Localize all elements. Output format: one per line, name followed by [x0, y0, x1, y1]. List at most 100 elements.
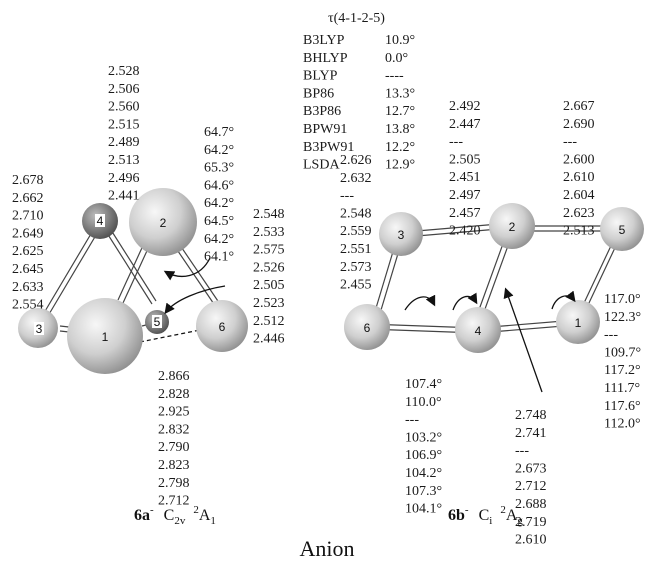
- atom-label-6a-1: 1: [102, 330, 109, 344]
- atom-label-box: [152, 315, 162, 328]
- value-6b-angle1-5: 111.7°: [604, 381, 640, 396]
- value-6b-angle1-1: 122.3°: [604, 310, 641, 325]
- value-6b-angle1-7: 112.0°: [604, 417, 641, 432]
- value-6a-bond24-5: 2.513: [108, 153, 140, 168]
- atom-6a-6: [196, 300, 248, 352]
- value-6a-bond24-2: 2.560: [108, 100, 140, 115]
- value-6b-bond24-3: 2.673: [515, 461, 547, 476]
- atom-label-6b-2: 2: [509, 220, 516, 234]
- tau-method-3: BP86: [303, 86, 334, 101]
- molecule-6b: 3 2 5 6 4 1: [344, 203, 644, 393]
- caption-6a: 6a- C2v2A1: [134, 504, 216, 527]
- value-6b-bond24-4: 2.712: [515, 479, 547, 494]
- value-6a-angle-0: 64.7°: [204, 125, 234, 140]
- value-6a-bond26-7: 2.446: [253, 332, 285, 347]
- atom-label-box: [34, 322, 44, 335]
- value-6a-bond16-3: 2.832: [158, 422, 190, 437]
- data-columns: 2.528 2.506 2.560 2.515 2.489 2.513 2.496 2.441…: [12, 33, 641, 548]
- value-6a-angle-5: 64.5°: [204, 214, 234, 229]
- bond-arrow-6b: [503, 287, 543, 393]
- value-6a-bond16-2: 2.925: [158, 405, 190, 420]
- atom-6b-2: [489, 203, 535, 249]
- value-6a-bond16-4: 2.790: [158, 440, 190, 455]
- atom-label-6a-3: 3: [36, 322, 43, 336]
- value-6b-bond23-5: 2.497: [449, 188, 481, 203]
- tau-method-4: B3P86: [303, 104, 341, 119]
- value-6b-bond23-7: 2.420: [449, 224, 481, 239]
- torsion-arrow-6a: [164, 285, 226, 315]
- value-6a-bond34-4: 2.625: [12, 244, 44, 259]
- tau-value-3: 13.3°: [385, 86, 415, 101]
- value-6a-bond26-6: 2.512: [253, 314, 285, 329]
- value-6b-bond36-2: ---: [340, 189, 354, 204]
- value-6a-bond16-7: 2.712: [158, 494, 190, 509]
- atom-6b-3: [379, 212, 423, 256]
- tau-method-5: BPW91: [303, 122, 347, 137]
- value-6b-angle6-1: 110.0°: [405, 395, 442, 410]
- value-6a-bond24-3: 2.515: [108, 117, 140, 132]
- value-6b-bond24-6: 2.719: [515, 515, 547, 530]
- value-6b-angle1-2: ---: [604, 328, 618, 343]
- value-6a-bond34-0: 2.678: [12, 173, 44, 188]
- value-6a-bond26-1: 2.533: [253, 225, 285, 240]
- value-6b-bond25-0: 2.667: [563, 99, 595, 114]
- value-6a-bond16-1: 2.828: [158, 387, 190, 402]
- molecule-6a: 3 4 2 5 6 1: [18, 188, 248, 374]
- value-6b-bond36-0: 2.626: [340, 153, 372, 168]
- value-6b-angle6-7: 104.1°: [405, 502, 442, 517]
- value-6b-bond24-1: 2.741: [515, 426, 547, 441]
- value-6b-bond36-4: 2.559: [340, 224, 372, 239]
- atom-6a-1: [67, 298, 143, 374]
- value-6b-bond36-5: 2.551: [340, 242, 372, 257]
- atom-label-box: [95, 214, 105, 227]
- value-6a-bond24-6: 2.496: [108, 171, 140, 186]
- atom-6a-2: [129, 188, 197, 256]
- value-6a-bond24-4: 2.489: [108, 135, 140, 150]
- tau-method-0: B3LYP: [303, 33, 345, 48]
- tau-method-6: B3PW91: [303, 140, 354, 155]
- value-6b-angle1-6: 117.6°: [604, 399, 641, 414]
- atom-label-6b-1: 1: [575, 316, 582, 330]
- atom-label-6b-5: 5: [619, 223, 626, 237]
- tau-method-2: BLYP: [303, 69, 338, 84]
- value-6b-bond25-1: 2.690: [563, 117, 595, 132]
- value-6a-bond24-0: 2.528: [108, 64, 140, 79]
- value-6a-bond34-3: 2.649: [12, 226, 44, 241]
- value-6a-angle-3: 64.6°: [204, 178, 234, 193]
- value-6b-bond36-3: 2.548: [340, 206, 372, 221]
- angle-arrow-6a: [163, 257, 211, 281]
- figure-title: Anion: [300, 536, 355, 561]
- value-6b-angle1-4: 117.2°: [604, 363, 641, 378]
- value-6b-angle6-2: ---: [405, 413, 419, 428]
- angle-arrow-6b-4: [452, 292, 478, 311]
- value-6b-bond24-2: ---: [515, 444, 529, 459]
- atom-label-6a-2: 2: [160, 216, 167, 230]
- tau-value-4: 12.7°: [385, 104, 415, 119]
- value-6b-bond24-5: 2.688: [515, 497, 547, 512]
- value-6b-bond36-6: 2.573: [340, 260, 372, 275]
- value-6b-bond25-2: ---: [563, 135, 577, 150]
- value-6b-bond23-4: 2.451: [449, 170, 481, 185]
- atom-6b-1: [556, 300, 600, 344]
- value-6a-angle-4: 64.2°: [204, 196, 234, 211]
- value-6a-bond34-1: 2.662: [12, 191, 44, 206]
- angle-arrow-6b-1: [551, 290, 576, 310]
- value-6a-angle-6: 64.2°: [204, 232, 234, 247]
- value-6b-angle6-6: 107.3°: [405, 484, 442, 499]
- value-6b-angle6-5: 104.2°: [405, 466, 442, 481]
- value-6a-bond34-7: 2.554: [12, 298, 44, 313]
- caption-6b: 6b- Ci2Ag: [448, 504, 523, 527]
- value-6b-bond23-2: ---: [449, 135, 463, 150]
- tau-value-7: 12.9°: [385, 158, 415, 173]
- tau-method-1: BHLYP: [303, 51, 348, 66]
- value-6a-bond34-5: 2.645: [12, 262, 44, 277]
- value-6b-angle6-3: 103.2°: [405, 430, 442, 445]
- value-6b-bond25-3: 2.600: [563, 152, 595, 167]
- value-6b-bond23-3: 2.505: [449, 152, 481, 167]
- value-6b-angle6-0: 107.4°: [405, 377, 442, 392]
- atom-label-6a-4: 4: [97, 214, 104, 228]
- value-6b-bond36-7: 2.455: [340, 278, 372, 293]
- value-6b-bond36-1: 2.632: [340, 171, 372, 186]
- tau-method-7: LSDA: [303, 158, 340, 173]
